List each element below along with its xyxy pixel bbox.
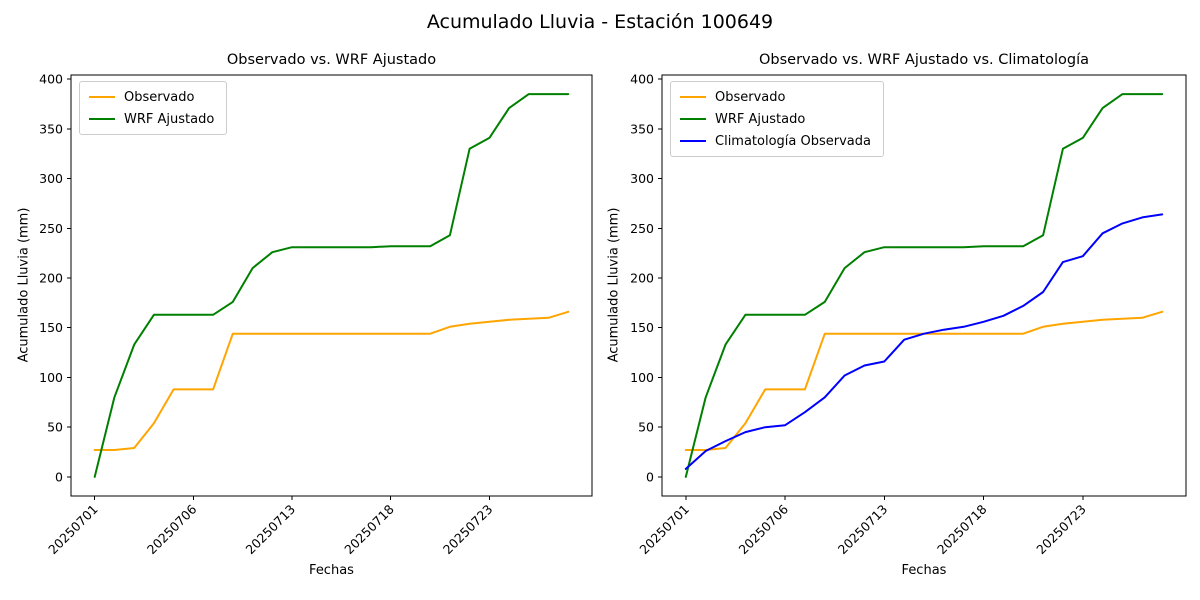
- legend-line-climatologia-observada: [680, 140, 706, 142]
- axes-frame: [661, 74, 1187, 497]
- y-tick-label: 250: [39, 221, 63, 236]
- left-chart-ylabel: Acumulado Lluvia (mm): [16, 207, 32, 363]
- legend-line-observado: [89, 96, 115, 98]
- legend-item: WRF Ajustado: [680, 108, 871, 130]
- right-chart-ylabel: Acumulado Lluvia (mm): [606, 207, 622, 363]
- x-tick-label: 20250713: [835, 502, 891, 558]
- y-tick-label: 300: [39, 171, 63, 186]
- y-tick-label: 400: [39, 72, 63, 87]
- legend-label: Observado: [124, 89, 195, 105]
- legend-label: WRF Ajustado: [715, 111, 806, 127]
- y-tick-label: 350: [630, 121, 654, 136]
- y-tick-label: 100: [630, 370, 654, 385]
- y-tick-label: 150: [39, 320, 63, 335]
- series-line-wrf-ajustado: [684, 93, 1164, 478]
- x-tick-label: 20250706: [736, 501, 792, 557]
- right-chart-xlabel: Fechas: [901, 563, 947, 578]
- x-tick-label: 20250713: [243, 502, 299, 558]
- right-chart-legend: Observado WRF Ajustado Climatología Obse…: [670, 81, 884, 157]
- legend-line-wrf-ajustado: [680, 118, 706, 120]
- series-line-climatolog-a-observada: [684, 213, 1164, 470]
- legend-item: Climatología Observada: [680, 130, 871, 152]
- legend-label: WRF Ajustado: [124, 111, 215, 127]
- x-tick-label: 20250718: [341, 501, 397, 557]
- legend-label: Observado: [715, 89, 786, 105]
- y-tick-label: 200: [39, 271, 63, 286]
- axes-frame: [70, 74, 593, 497]
- y-tick-label: 200: [630, 271, 654, 286]
- legend-line-observado: [680, 96, 706, 98]
- left-chart-legend: Observado WRF Ajustado: [79, 81, 228, 135]
- y-tick-label: 0: [646, 469, 654, 484]
- y-tick-label: 350: [39, 121, 63, 136]
- series-line-observado: [93, 310, 570, 451]
- legend-item: Observado: [680, 86, 871, 108]
- y-tick-label: 250: [630, 221, 654, 236]
- y-tick-label: 50: [47, 420, 63, 435]
- series-line-wrf-ajustado: [93, 93, 570, 478]
- legend-line-wrf-ajustado: [89, 118, 115, 120]
- left-chart-title: Observado vs. WRF Ajustado: [226, 52, 437, 68]
- legend-item: WRF Ajustado: [89, 108, 214, 130]
- y-tick-label: 150: [630, 320, 654, 335]
- legend-item: Observado: [89, 86, 214, 108]
- legend-label: Climatología Observada: [715, 133, 871, 149]
- y-tick-label: 100: [39, 370, 63, 385]
- left-chart-xlabel: Fechas: [309, 563, 354, 578]
- x-tick-label: 20250706: [144, 501, 200, 557]
- y-tick-label: 50: [638, 420, 654, 435]
- x-tick-label: 20250701: [45, 502, 101, 558]
- x-tick-label: 20250718: [934, 501, 990, 557]
- right-chart-title: Observado vs. WRF Ajustado vs. Climatolo…: [759, 52, 1089, 68]
- x-tick-label: 20250723: [440, 502, 496, 558]
- y-tick-label: 300: [630, 171, 654, 186]
- figure-title: Acumulado Lluvia - Estación 100649: [426, 11, 774, 33]
- x-tick-label: 20250701: [636, 502, 692, 558]
- y-tick-label: 0: [55, 469, 63, 484]
- y-tick-label: 400: [630, 72, 654, 87]
- x-tick-label: 20250723: [1033, 502, 1089, 558]
